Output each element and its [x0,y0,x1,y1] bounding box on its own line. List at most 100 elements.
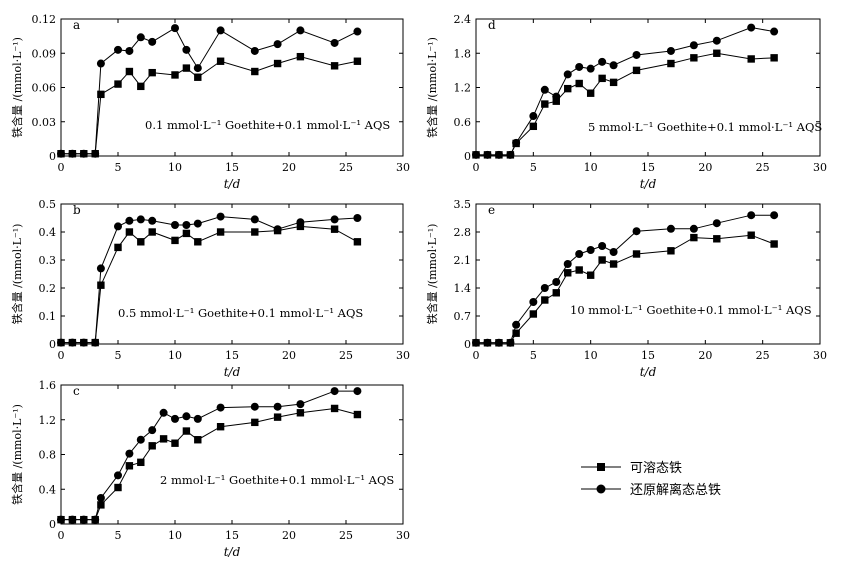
x-tick-label: 0 [58,349,65,362]
circle-data-point [250,46,259,55]
x-tick-label: 20 [698,161,712,174]
y-tick-label: 0.03 [32,116,57,129]
circle-data-point [148,426,157,435]
y-tick-label: 0.8 [39,449,57,462]
series-total-iron [57,24,362,158]
square-data-point [97,281,105,289]
square-data-point [541,296,549,304]
y-tick-label: 1.4 [454,282,472,295]
circle-data-point [529,298,538,306]
chart-panels: 0 5 10 15 20 25 30 0 0.03 0.06 0.09 0.12 t/d 铁含量 /(mm… [10,13,827,559]
circle-data-point [494,338,503,347]
circle-data-point [216,212,225,221]
circle-data-point [250,215,259,224]
x-tick-label: 5 [115,349,122,362]
circle-data-point [182,412,191,421]
square-data-point [632,66,641,75]
circle-data-point [273,40,282,49]
x-tick-label: 25 [756,161,770,174]
square-data-point [251,228,259,236]
circle-data-point [68,338,77,347]
circle-data-point [494,150,503,159]
circle-data-point [182,221,191,229]
chart-panel-b: 0 5 10 15 20 25 30 0 0.1 0.2 0.3 0.4 0.5 t/d 铁含量 /(mmo… [10,198,410,379]
circle-data-point [79,149,88,158]
x-tick-label: 25 [756,349,770,362]
square-data-point [552,289,560,297]
square-data-point [296,222,305,231]
y-tick-label: 0.4 [39,483,57,496]
condition-annotation: 2 mmol·L⁻¹ Goethite+0.1 mmol·L⁻¹ AQS [160,473,394,487]
circle-data-point [353,387,362,396]
x-tick-label: 15 [641,161,655,174]
circle-data-point [586,64,595,73]
circle-data-point [273,402,282,411]
y-axis-title: 铁含量 /(mmol·L⁻¹) [425,224,439,325]
square-data-point [114,483,122,492]
square-data-point [770,240,778,248]
square-data-point [194,238,202,246]
circle-data-point [193,414,202,423]
circle-data-point [91,515,100,524]
square-data-point [330,225,339,233]
square-data-point [747,55,755,63]
square-data-point [148,228,156,236]
circle-data-point [216,26,225,35]
circle-data-point [353,214,362,222]
series-line [476,27,775,156]
square-data-point [529,122,538,131]
y-tick-label: 0.1 [39,310,57,323]
circle-data-point [512,320,521,329]
square-data-point [564,269,572,277]
circle-data-point [330,38,339,47]
circle-data-point [171,24,179,33]
y-tick-label: 2.8 [454,226,472,239]
circle-data-point [148,37,157,46]
legend-total-label: 还原解离态总铁 [630,482,721,498]
circle-data-point [666,224,675,233]
series-line [476,234,775,344]
square-data-point [216,57,225,65]
circle-data-point [609,61,618,70]
series-soluble-iron [57,404,362,524]
square-data-point [575,79,583,88]
circle-data-point [598,57,607,66]
square-data-point [598,256,606,264]
circle-data-point [296,400,305,409]
circle-data-point [114,222,122,231]
panel-label: e [488,203,495,217]
circle-data-point [586,246,595,254]
square-data-point [97,90,105,99]
series-total-iron [472,23,779,159]
plot-frame [60,203,404,345]
circle-data-point [68,149,77,158]
circle-data-point [91,338,100,347]
square-data-point [541,100,549,108]
square-data-point [353,57,362,65]
circle-data-point [552,92,561,101]
circle-data-point [689,224,698,233]
legend-circle-marker-icon [596,484,606,494]
square-data-point [552,97,560,105]
circle-data-point [529,112,538,121]
circle-data-point [472,150,480,159]
x-tick-label: 10 [584,161,598,174]
y-tick-label: 0.2 [39,282,57,295]
circle-data-point [136,33,145,42]
circle-data-point [79,515,88,524]
y-tick-label: 0 [49,338,56,351]
x-tick-label: 15 [225,161,239,174]
circle-data-point [689,41,698,50]
x-tick-label: 20 [282,529,296,542]
square-data-point [97,501,105,509]
y-tick-label: 0.4 [39,226,57,239]
square-data-point [137,82,145,91]
condition-annotation: 0.5 mmol·L⁻¹ Goethite+0.1 mmol·L⁻¹ AQS [118,306,363,320]
square-data-point [216,423,225,431]
y-tick-label: 0.7 [454,310,472,323]
circle-data-point [114,45,122,54]
x-tick-label: 15 [641,349,655,362]
square-data-point [667,247,675,255]
series-line [476,214,775,344]
